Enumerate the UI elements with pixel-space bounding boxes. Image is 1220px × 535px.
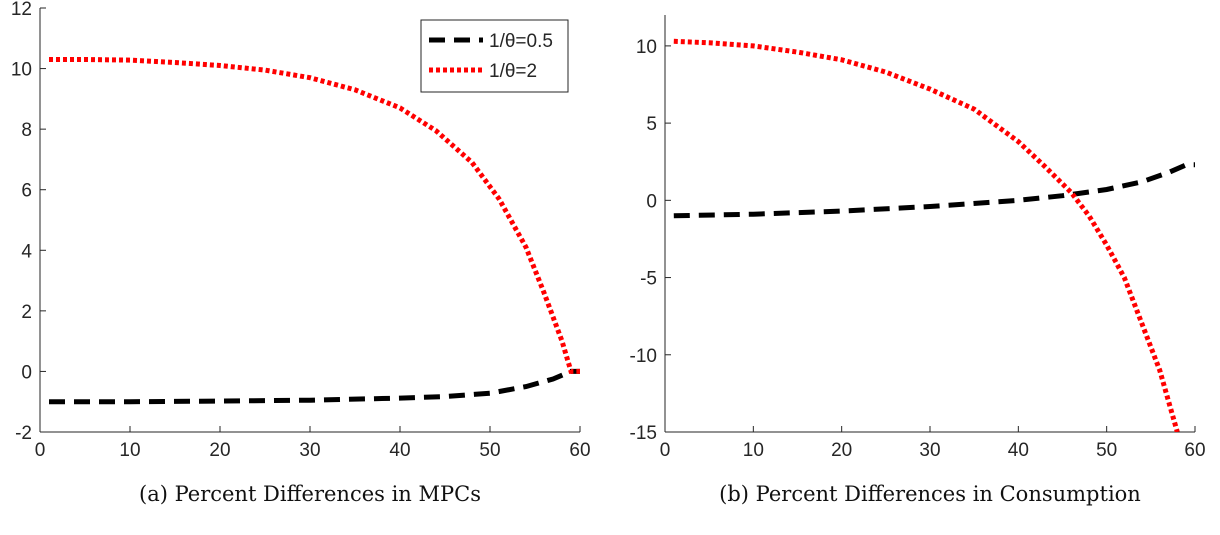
chart-b: 0 10 20 30 40 50 60 -15 -10 -5 0 5 10 — [630, 15, 1206, 461]
x-tick-label: 40 — [389, 440, 410, 461]
x-tick-label: 10 — [743, 440, 764, 461]
x-tick-label: 40 — [1008, 440, 1029, 461]
y-tick-label: 10 — [636, 37, 657, 58]
y-tick-label: 12 — [11, 0, 32, 20]
y-tick-label: 0 — [21, 362, 32, 383]
x-tick-label: 50 — [479, 440, 500, 461]
legend-label: 1/θ=0.5 — [489, 31, 553, 52]
y-tick-label: -5 — [640, 269, 657, 290]
y-tick-label: -2 — [15, 423, 32, 444]
x-tick-label: 20 — [831, 440, 852, 461]
x-tick-label: 30 — [299, 440, 320, 461]
y-tick-label: 4 — [21, 241, 32, 262]
caption-a: (a) Percent Differences in MPCs — [139, 482, 481, 506]
legend-label: 1/θ=2 — [489, 61, 537, 82]
x-tick-label: 60 — [569, 440, 590, 461]
x-tick-label: 20 — [209, 440, 230, 461]
legend-box — [420, 19, 569, 93]
y-tick-label: 0 — [646, 191, 657, 212]
x-tick-label: 50 — [1096, 440, 1117, 461]
y-tick-label: 8 — [21, 120, 32, 141]
caption-b: (b) Percent Differences in Consumption — [719, 482, 1141, 506]
legend: 1/θ=0.5 1/θ=2 — [420, 19, 569, 93]
y-tick-label: 2 — [21, 302, 32, 323]
series-line-theta-0-5 — [49, 368, 580, 405]
y-tick-label: -15 — [630, 423, 657, 444]
series-line-theta-2 — [673, 38, 1180, 432]
x-tick-label: 0 — [660, 440, 671, 461]
x-tick-label: 0 — [35, 440, 46, 461]
series-line-theta-0-5 — [673, 162, 1195, 219]
y-tick-label: 6 — [21, 181, 32, 202]
series-line-theta-2 — [49, 57, 580, 374]
x-tick-label: 30 — [919, 440, 940, 461]
x-tick-label: 10 — [119, 440, 140, 461]
y-tick-label: 10 — [11, 60, 32, 81]
y-tick-label: -10 — [630, 346, 657, 367]
x-tick-label: 60 — [1184, 440, 1205, 461]
y-tick-label: 5 — [646, 114, 657, 135]
